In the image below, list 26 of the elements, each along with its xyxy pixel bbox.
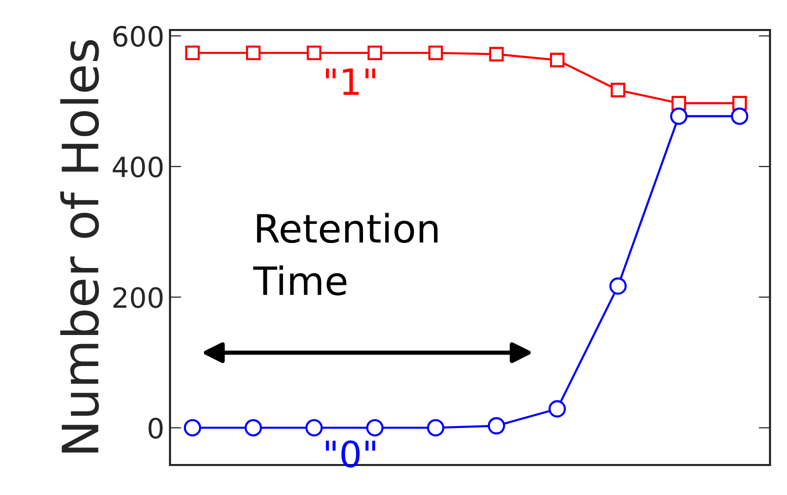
point [306,46,322,60]
y-tick-label: 200 [113,287,163,308]
point [244,419,262,436]
annotation: "1" [326,68,376,95]
point [428,46,443,60]
annotation: "0" [326,440,376,468]
point [488,417,506,434]
y-tick-label: 0 [148,418,163,439]
point [426,419,444,436]
point [246,46,261,60]
point [548,400,566,418]
point [550,52,565,68]
point [610,82,626,98]
point [184,419,202,436]
y-tick-label: 600 [113,26,163,47]
annotation: Retention Time [253,212,438,296]
point [489,46,504,62]
y-tick-label: 400 [112,156,163,178]
point [305,419,323,436]
point [730,108,748,125]
point [366,419,384,436]
point [185,46,200,60]
y-axis-title: Number of Holes [60,40,99,452]
point [368,46,382,60]
point [609,277,627,295]
point [670,108,688,125]
